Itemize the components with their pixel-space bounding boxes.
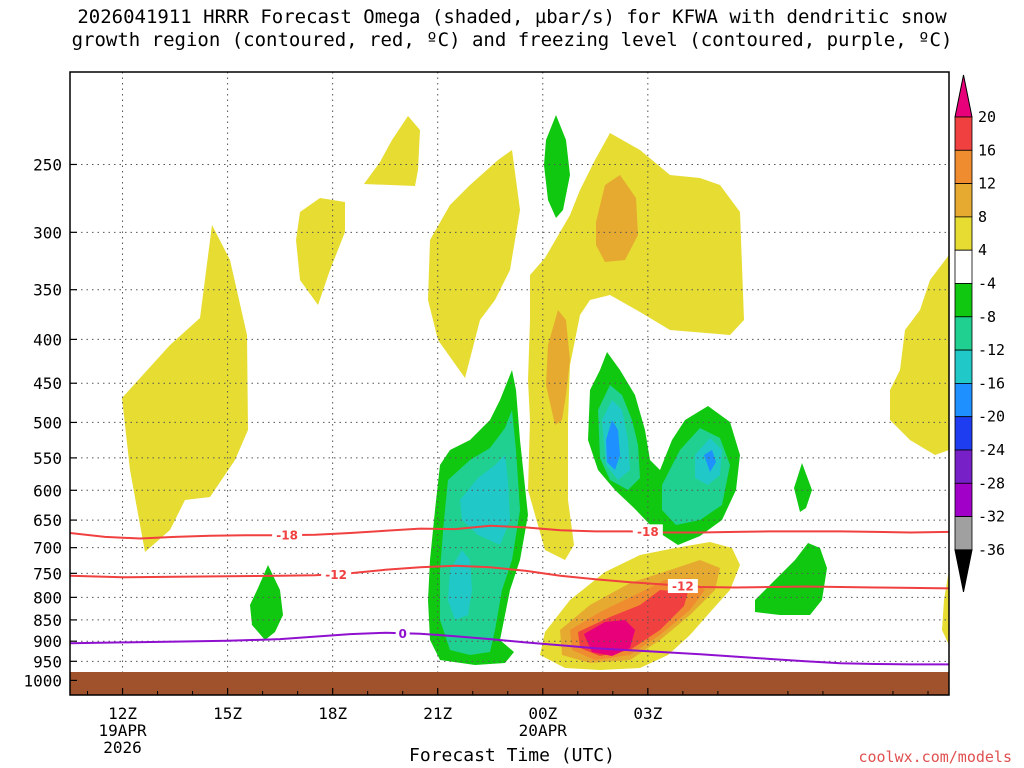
x-tick-label: 03Z (633, 704, 662, 723)
colorbar-top-arrow (954, 74, 973, 118)
contour-label: 0 (399, 627, 407, 641)
colorbar-box (954, 482, 973, 517)
colorbar-bottom-arrow (954, 549, 973, 592)
credit-text: coolwx.com/models (858, 748, 1012, 766)
contour-label-bg (395, 626, 410, 641)
y-tick-label: 900 (33, 632, 62, 651)
omega-shade-blue (704, 450, 716, 472)
omega-shade-yellow (122, 225, 248, 552)
colorbar-label: 4 (978, 241, 987, 259)
ground-terrain (70, 672, 949, 695)
y-tick-label: 600 (33, 481, 62, 500)
omega-shade-cyan (460, 455, 510, 545)
colorbar-label: -32 (978, 508, 1005, 526)
y-axis: 250 300 350 400 450 500 550 600 650 700 750 800 850 9… (23, 155, 77, 690)
omega-shade-green (250, 565, 283, 640)
x-tick-label: 18Z (318, 704, 347, 723)
y-tick-label: 850 (33, 611, 62, 630)
title-line-1: 2026041911 HRRR Forecast Omega (shaded, … (77, 6, 947, 28)
omega-shade-yellow (296, 198, 345, 305)
omega-shade-yellow (364, 116, 420, 186)
colorbar-label: -24 (978, 441, 1005, 459)
colorbar-box (954, 283, 973, 318)
x-tick-label: 21Z (423, 704, 452, 723)
omega-shade-yellow (528, 133, 744, 560)
x-axis-label: Forecast Time (UTC) (409, 745, 615, 766)
colorbar-box (954, 349, 973, 384)
colorbar-label: -12 (978, 341, 1005, 359)
colorbar-box (954, 516, 973, 551)
colorbar: 20 16 12 8 4 -4 -8 -12 -16 -20 -24 -28 -32 -36 (954, 74, 1005, 592)
contour-label: -18 (637, 525, 659, 539)
colorbar-box (954, 416, 973, 451)
temperature-contours (70, 524, 949, 666)
y-tick-label: 750 (33, 564, 62, 583)
colorbar-label: 16 (978, 141, 996, 159)
contour-labels: -18 -18 -12 -12 0 (272, 524, 698, 641)
colorbar-label: 12 (978, 175, 996, 193)
colorbar-label: -8 (978, 308, 996, 326)
contour-label: -12 (325, 568, 347, 582)
colorbar-box (954, 449, 973, 484)
omega-shade-gold (596, 175, 638, 262)
contour-label: -12 (672, 580, 694, 594)
x-tick-label: 15Z (213, 704, 242, 723)
y-tick-label: 550 (33, 449, 62, 468)
contour-label-bg (321, 567, 352, 582)
colorbar-box (954, 149, 973, 185)
x-tick-label: 12Z (108, 704, 137, 723)
colorbar-box (954, 116, 973, 151)
x-tick-date: 20APR (519, 721, 568, 740)
y-tick-label: 700 (33, 539, 62, 558)
y-tick-label: 650 (33, 511, 62, 530)
title-line-2: growth region (contoured, red, ºC) and f… (71, 29, 953, 51)
omega-shade-gold (546, 310, 570, 425)
colorbar-label: -20 (978, 408, 1005, 426)
colorbar-box (954, 316, 973, 351)
y-tick-label: 500 (33, 413, 62, 432)
contour-line (70, 564, 949, 590)
omega-shade-yellow (428, 150, 520, 378)
omega-shading (122, 115, 949, 670)
omega-shade-green (755, 543, 827, 615)
colorbar-box (954, 183, 973, 218)
contour-line (70, 631, 949, 666)
x-tick-label: 00Z (528, 704, 557, 723)
colorbar-label: -28 (978, 474, 1005, 492)
y-tick-label: 250 (33, 155, 62, 174)
colorbar-box (954, 382, 973, 418)
omega-shade-magenta (584, 620, 635, 656)
omega-shade-cyan (448, 550, 472, 620)
contour-label: -18 (276, 529, 298, 543)
x-tick-date: 19APR (98, 721, 147, 740)
colorbar-label: 8 (978, 208, 987, 226)
y-tick-label: 950 (33, 652, 62, 671)
colorbar-box (954, 249, 973, 284)
y-tick-label: 1000 (23, 671, 62, 690)
chart-title: 2026041911 HRRR Forecast Omega (shaded, … (0, 6, 1024, 52)
colorbar-label: -4 (978, 275, 996, 293)
contour-label-bg (272, 528, 303, 543)
omega-shade-green (794, 463, 812, 512)
colorbar-label: 20 (978, 108, 996, 126)
y-tick-label: 300 (33, 223, 62, 242)
omega-shade-yellow (890, 255, 949, 455)
colorbar-label: -36 (978, 541, 1005, 559)
y-tick-label: 450 (33, 374, 62, 393)
x-tick-year: 2026 (103, 738, 142, 757)
omega-shade-green (544, 115, 570, 218)
colorbar-box (954, 216, 973, 251)
y-tick-label: 400 (33, 330, 62, 349)
contour-label-bg (632, 524, 663, 539)
contour-label-bg (667, 579, 698, 594)
y-tick-label: 800 (33, 588, 62, 607)
contour-line (70, 524, 949, 540)
colorbar-label: -16 (978, 374, 1005, 392)
y-tick-label: 350 (33, 281, 62, 300)
